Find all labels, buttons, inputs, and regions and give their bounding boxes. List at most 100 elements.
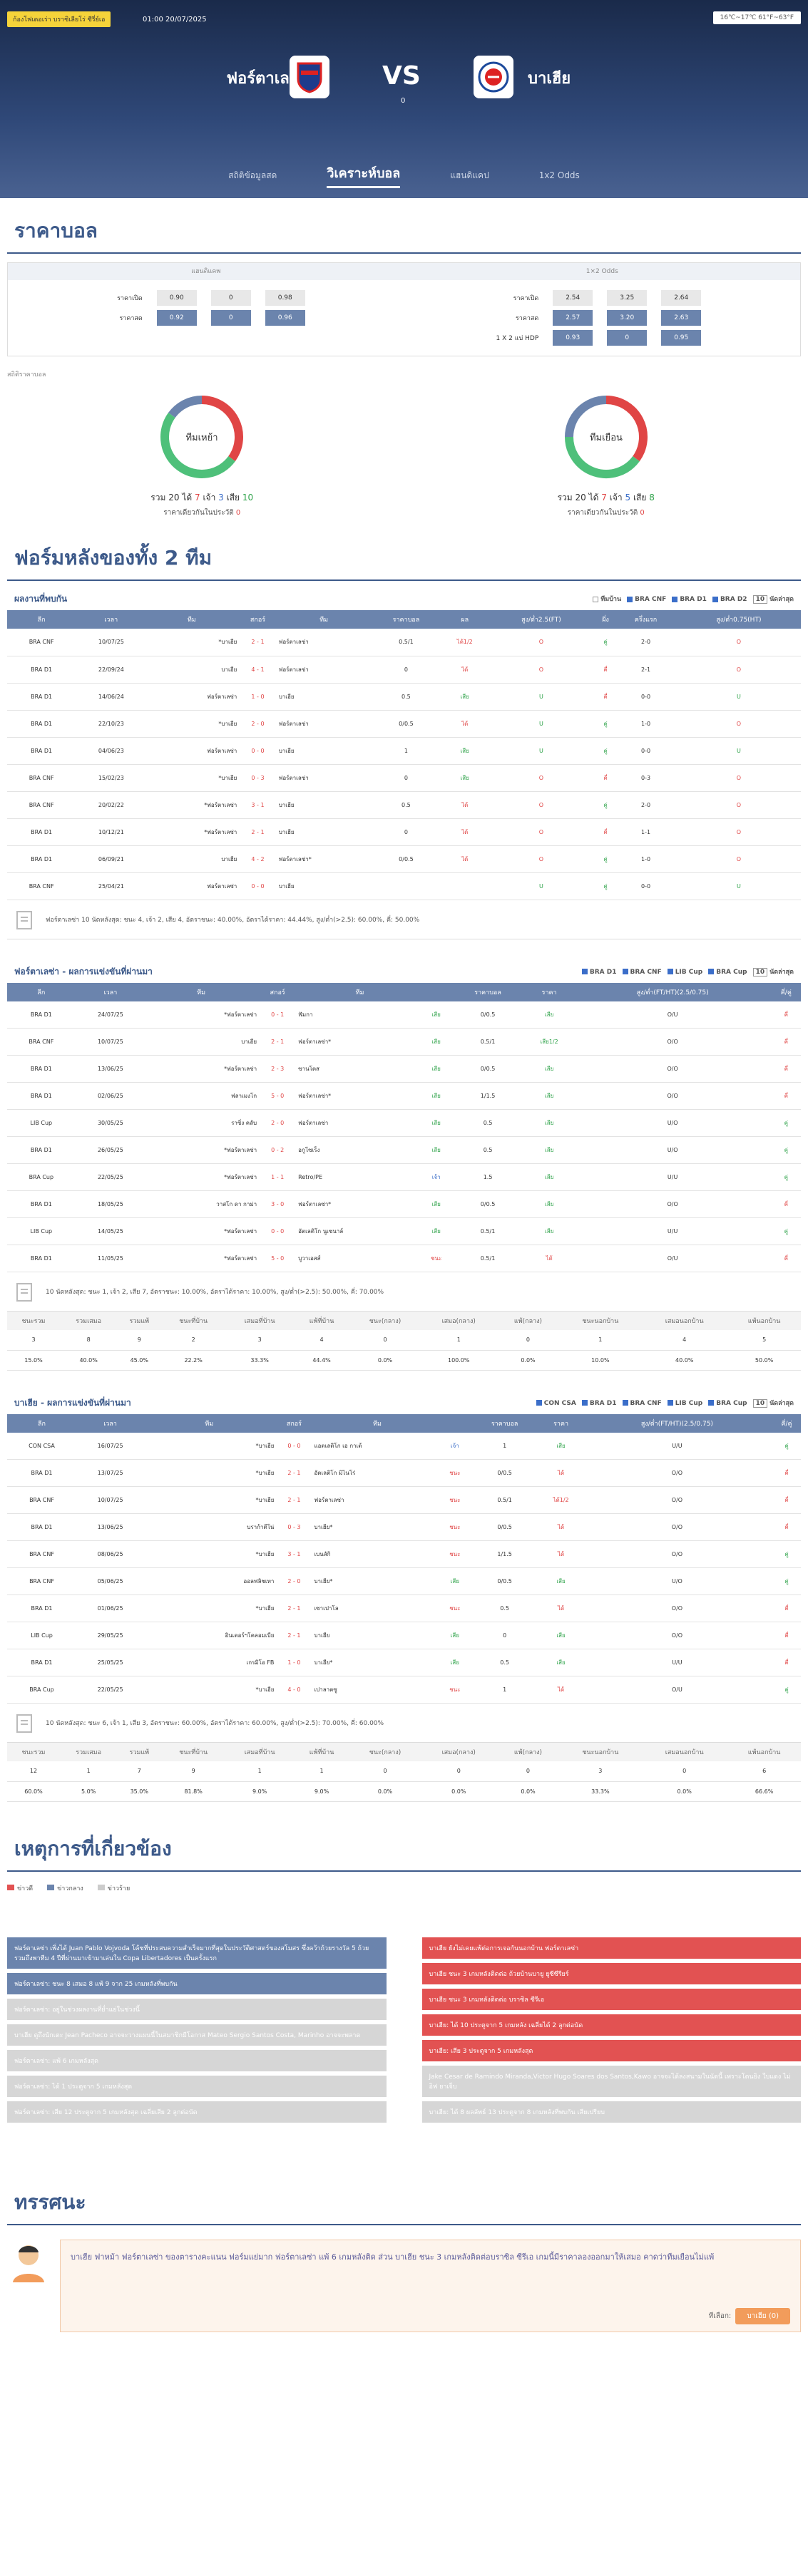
home-team-logo[interactable] — [290, 56, 329, 98]
column-header[interactable]: สูง/ต่ำ(FT/HT)(2.5/0.75) — [581, 1413, 773, 1433]
table-row[interactable]: BRA Cup 22/05/25 *บาเฮีย 4 - 0 เปาลาตซู ชนะ 1 ไ… — [7, 1676, 801, 1704]
odds-value[interactable]: 3.25 — [607, 290, 648, 306]
odds-value[interactable]: 0 — [210, 290, 251, 306]
odds-value[interactable]: 0.92 — [156, 310, 197, 326]
table-row[interactable]: BRA CNF 05/06/25 ออลฟลิชเทา 2 - 0 บาเฮีย* เสี… — [7, 1567, 801, 1595]
tab-1x2-odds[interactable]: 1x2 Odds — [538, 170, 580, 180]
column-header[interactable]: ทีม — [146, 610, 237, 629]
column-header[interactable]: ลีก — [7, 610, 76, 629]
table-row[interactable]: BRA CNF 08/06/25 *บาเฮีย 3 - 1 เบนลักิ ชนะ 1/1… — [7, 1540, 801, 1568]
odds-value[interactable]: 0.95 — [661, 330, 702, 346]
odds-value[interactable]: 2.57 — [553, 310, 593, 326]
home-recent-filters[interactable]: BRA D1 BRA CNF LIB Cup BRA Cup 10 นัดล่าสุด — [576, 967, 794, 977]
filter-checkbox[interactable] — [708, 1400, 715, 1406]
away-team-name[interactable]: บาเฮีย — [528, 70, 571, 88]
column-header[interactable]: สกอร์ — [237, 610, 279, 629]
last-n-select[interactable]: 10 — [752, 595, 768, 604]
column-header[interactable]: สกอร์ — [274, 1413, 314, 1433]
column-header[interactable]: คี่/คู่ — [772, 1413, 801, 1433]
filter-checkbox[interactable] — [593, 596, 599, 602]
column-header[interactable]: สูง/ต่ำ(FT/HT)(2.5/0.75) — [573, 982, 772, 1001]
odds-value[interactable]: 2.64 — [661, 290, 702, 306]
last-n-select[interactable]: 10 — [752, 967, 768, 977]
filter-checkbox[interactable] — [712, 596, 718, 602]
column-header[interactable]: ผี่ง — [595, 610, 615, 629]
column-header[interactable]: เวลา — [76, 610, 147, 629]
column-header[interactable]: ราคาบอล — [369, 610, 444, 629]
odds-value[interactable]: 0 — [210, 310, 251, 326]
column-header[interactable]: สกอร์ — [257, 982, 299, 1001]
filter-checkbox[interactable] — [672, 596, 678, 602]
filter-checkbox[interactable] — [581, 969, 588, 974]
table-row[interactable]: BRA D1 22/10/23 *บาเฮีย 2 - 0 ฟอร์ตาเลซ่า 0/0… — [7, 710, 801, 738]
column-header[interactable]: ลีก — [7, 1413, 77, 1433]
table-row[interactable]: BRA CNF 15/02/23 *บาเฮีย 0 - 3 ฟอร์ตาเลซ่า 0 เ… — [7, 764, 801, 792]
table-row[interactable]: BRA D1 11/05/25 *ฟอร์ตาเลซ่า 5 - 0 บูวาเอสส์… — [7, 1245, 801, 1272]
table-row[interactable]: BRA D1 24/07/25 *ฟอร์ตาเลซ่า 0 - 1 ฟัมกา เสีย… — [7, 1001, 801, 1029]
table-row[interactable]: LIB Cup 30/05/25 ราซิ่ง คลับ 2 - 0 ฟอร์ตาเลซ… — [7, 1109, 801, 1137]
table-row[interactable]: BRA CNF 10/07/25 บาเฮีย 2 - 1 ฟอร์ตาเลซ่า* เส… — [7, 1028, 801, 1056]
odds-value[interactable]: 2.63 — [661, 310, 702, 326]
last-n-select[interactable]: 10 — [752, 1398, 768, 1408]
column-header[interactable]: ราคา — [540, 1413, 582, 1433]
odds-value[interactable]: 0.96 — [265, 310, 305, 326]
table-row[interactable]: BRA CNF 10/07/25 *บาเฮีย 2 - 1 ฟอร์ตาเลซ่า ชน… — [7, 1486, 801, 1514]
table-row[interactable]: BRA D1 13/06/25 *ฟอร์ตาเลซ่า 2 - 3 ซานโตส เสี… — [7, 1055, 801, 1083]
filter-checkbox[interactable] — [622, 969, 628, 974]
column-header[interactable]: ผล — [443, 610, 487, 629]
column-header[interactable]: ลีก — [7, 982, 76, 1001]
column-header[interactable] — [440, 1413, 469, 1433]
table-row[interactable]: LIB Cup 29/05/25 อินเตอร์ฯโคลอมเบีย 2 - 1 บา… — [7, 1622, 801, 1649]
table-row[interactable]: CON CSA 16/07/25 *บาเฮีย 0 - 0 แอตเลติโก เอ … — [7, 1432, 801, 1460]
column-header[interactable]: ทีม — [145, 982, 257, 1001]
table-row[interactable]: BRA D1 14/06/24 ฟอร์ตาเลซ่า 1 - 0 บาเฮีย 0.5 เ… — [7, 683, 801, 711]
table-row[interactable]: BRA Cup 22/05/25 *ฟอร์ตาเลซ่า 1 - 1 Retro/PE… — [7, 1163, 801, 1191]
odds-value[interactable]: 3.20 — [607, 310, 648, 326]
filter-checkbox[interactable] — [536, 1400, 542, 1406]
prediction-value[interactable]: บาเฮีย (0) — [735, 2307, 790, 2324]
column-header[interactable] — [421, 982, 451, 1001]
odds-value[interactable]: 0 — [607, 330, 648, 346]
away-recent-filters[interactable]: CON CSA BRA D1 BRA CNF LIB Cup BRA Cup 10 นัดล… — [531, 1398, 794, 1408]
table-row[interactable]: BRA D1 04/06/23 ฟอร์ตาเลซ่า 0 - 0 บาเฮีย 1 เสี… — [7, 737, 801, 765]
table-row[interactable]: BRA D1 25/05/25 เกรมิโอ FB 1 - 0 บาเฮีย* เสีย… — [7, 1649, 801, 1676]
away-team-logo[interactable] — [474, 56, 513, 98]
column-header[interactable]: ราคาบอล — [469, 1413, 541, 1433]
filter-checkbox[interactable] — [667, 969, 673, 974]
column-header[interactable]: ราคาบอล — [451, 982, 525, 1001]
table-row[interactable]: BRA D1 06/09/21 บาเฮีย 4 - 2 ฟอร์ตาเลซ่า* 0/0… — [7, 845, 801, 873]
column-header[interactable]: ราคา — [524, 982, 574, 1001]
odds-value[interactable]: 0.93 — [553, 330, 593, 346]
tab-live-stats[interactable]: สถิติข้อมูลสด — [228, 170, 277, 180]
column-header[interactable]: สูง/ต่ำ0.75(HT) — [676, 610, 801, 629]
league-tag[interactable]: ก้องโฟเดอเร่า บราซิเลียโร่ ซีรี่ย์เอ — [7, 11, 111, 27]
filter-checkbox[interactable] — [667, 1400, 673, 1406]
filter-checkbox[interactable] — [708, 969, 715, 974]
table-row[interactable]: BRA CNF 10/07/25 *บาเฮีย 2 - 1 ฟอร์ตาเลซ่า 0.… — [7, 629, 801, 656]
table-row[interactable]: BRA D1 18/05/25 วาสโก ดา กาม่า 3 - 0 ฟอร์ตาเ… — [7, 1190, 801, 1218]
table-row[interactable]: BRA D1 02/06/25 ฟลาเมงโก 5 - 0 ฟอร์ตาเลซ่า* เ… — [7, 1082, 801, 1110]
column-header[interactable]: คี่/คู่ — [771, 982, 801, 1001]
table-row[interactable]: BRA D1 10/12/21 *ฟอร์ตาเลซ่า 2 - 1 บาเฮีย 0 ได… — [7, 818, 801, 846]
table-row[interactable]: BRA D1 13/06/25 บราก้าตีโน่ 0 - 3 บาเฮีย* ชนะ… — [7, 1513, 801, 1541]
filter-checkbox[interactable] — [622, 1400, 628, 1406]
filter-checkbox[interactable] — [581, 1400, 588, 1406]
column-header[interactable]: สูง/ต่ำ2.5(FT) — [486, 610, 596, 629]
column-header[interactable]: ทีม — [298, 982, 421, 1001]
table-row[interactable]: LIB Cup 14/05/25 *ฟอร์ตาเลซ่า 0 - 0 อัตเลติโ… — [7, 1217, 801, 1245]
column-header[interactable]: ครึ่งแรก — [615, 610, 677, 629]
column-header[interactable]: ทีม — [144, 1413, 275, 1433]
table-row[interactable]: BRA D1 01/06/25 *บาเฮีย 2 - 1 เซาเปาโล ชนะ 0.5… — [7, 1594, 801, 1622]
column-header[interactable]: ทีม — [278, 610, 369, 629]
odds-value[interactable]: 0.90 — [156, 290, 197, 306]
odds-value[interactable]: 0.98 — [265, 290, 305, 306]
h2h-filters[interactable]: ทีมบ้าน BRA CNF BRA D1 BRA D2 10 นัดล่าสุด — [587, 594, 794, 604]
table-row[interactable]: BRA D1 13/07/25 *บาเฮีย 2 - 1 อัตเลติโก มิไน… — [7, 1459, 801, 1487]
filter-checkbox[interactable] — [627, 596, 633, 602]
table-row[interactable]: BRA CNF 25/04/21 ฟอร์ตาเลซ่า 0 - 0 บาเฮีย U คู… — [7, 872, 801, 900]
table-row[interactable]: BRA D1 26/05/25 *ฟอร์ตาเลซ่า 0 - 2 อกูโซเร็ง… — [7, 1136, 801, 1164]
tab-handicap[interactable]: แฮนดิแคป — [450, 170, 489, 180]
table-row[interactable]: BRA CNF 20/02/22 *ฟอร์ตาเลซ่า 3 - 1 บาเฮีย 0.… — [7, 791, 801, 819]
odds-value[interactable]: 2.54 — [553, 290, 593, 306]
column-header[interactable]: ทีม — [314, 1413, 441, 1433]
